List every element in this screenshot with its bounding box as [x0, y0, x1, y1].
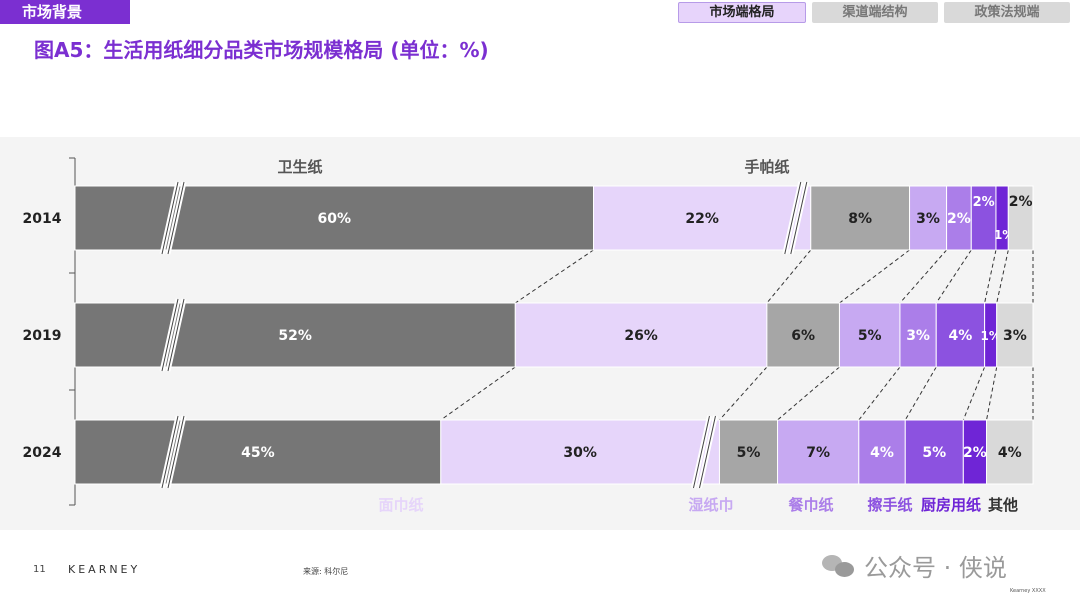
bar-segment — [810, 185, 911, 251]
series-label-bottom: 其他 — [988, 496, 1018, 514]
group-label-top: 手帕纸 — [744, 158, 789, 176]
series-label-bottom: 擦手纸 — [867, 496, 912, 514]
data-label: 3% — [906, 328, 930, 344]
data-label: 2% — [947, 211, 971, 227]
bar-segment — [996, 302, 1034, 368]
data-label: 26% — [624, 328, 658, 344]
tab-market[interactable]: 市场端格局 — [678, 2, 806, 23]
data-label: 6% — [791, 328, 815, 344]
axis-break-mark — [161, 181, 179, 255]
category-label: 2019 — [23, 328, 62, 344]
section-tag: 市场背景 — [0, 0, 130, 24]
axis-break-mark — [167, 181, 185, 255]
bar-segment — [766, 302, 840, 368]
source-note: 来源: 科尔尼 — [303, 567, 349, 576]
connector-line — [962, 366, 986, 421]
bar-segment — [440, 419, 720, 485]
bar-segment — [1007, 185, 1034, 251]
connector-line — [899, 249, 947, 304]
bar-segment — [838, 302, 901, 368]
data-label: 22% — [685, 211, 719, 227]
copyright: Kearney XXXX — [1010, 588, 1046, 594]
brand-logo: KEARNEY — [68, 563, 141, 576]
category-label: 2024 — [23, 445, 62, 461]
connector-line — [984, 249, 997, 304]
data-label: 8% — [848, 211, 872, 227]
connector-line — [935, 249, 972, 304]
watermark: 公众号 · 侠说 — [822, 548, 1007, 583]
data-label: 4% — [998, 445, 1022, 461]
data-label: 4% — [949, 328, 973, 344]
data-label: 52% — [278, 328, 312, 344]
group-label-top: 卫生纸 — [277, 158, 322, 176]
axis-break-mark — [161, 298, 179, 372]
connector-line — [777, 366, 840, 421]
connector-line — [904, 366, 937, 421]
wechat-icon — [822, 553, 856, 579]
axis-break-mark — [698, 415, 716, 489]
bar-segment — [74, 185, 595, 251]
watermark-text: 公众号 · 侠说 — [864, 554, 1007, 582]
bar-segment — [718, 419, 779, 485]
bar-segment — [946, 185, 972, 251]
series-label-bottom: 面巾纸 — [378, 496, 423, 514]
bar-segment — [593, 185, 812, 251]
data-label: 3% — [916, 211, 940, 227]
data-label: 2% — [1009, 194, 1033, 210]
data-label: 7% — [806, 445, 830, 461]
axis-break-mark — [167, 415, 185, 489]
data-label: 4% — [870, 445, 894, 461]
data-label: 1% — [980, 329, 1000, 343]
data-label: 5% — [922, 445, 946, 461]
bar-segment — [986, 419, 1034, 485]
bar-segment — [935, 302, 986, 368]
connector-line — [839, 249, 910, 304]
bar-segment — [74, 419, 442, 485]
series-label-bottom: 湿纸巾 — [688, 496, 733, 514]
axis-break-mark — [161, 415, 179, 489]
bar-segment — [777, 419, 860, 485]
connector-line — [766, 249, 812, 304]
axis-break-mark — [784, 181, 802, 255]
tab-channel[interactable]: 渠道端结构 — [812, 2, 938, 23]
connector-line — [858, 366, 901, 421]
connector-line — [996, 249, 1009, 304]
data-label: 5% — [737, 445, 761, 461]
connector-line — [719, 366, 768, 421]
tab-policy[interactable]: 政策法规端 — [944, 2, 1070, 23]
data-label: 3% — [1003, 328, 1027, 344]
axis-break-mark — [790, 181, 808, 255]
top-tabs: 市场端格局 渠道端结构 政策法规端 — [678, 2, 1070, 23]
category-label: 2014 — [23, 211, 62, 227]
data-label: 2% — [963, 445, 987, 461]
page-number: 11 — [33, 564, 46, 575]
connector-line — [986, 366, 998, 421]
data-label: 2% — [973, 195, 995, 210]
page-title: 图A5：生活用纸细分品类市场规模格局 (单位：%) — [34, 38, 489, 62]
data-label: 45% — [241, 445, 275, 461]
bar-segment — [514, 302, 768, 368]
data-label: 5% — [858, 328, 882, 344]
data-label: 30% — [563, 445, 597, 461]
series-label-bottom: 厨房用纸 — [921, 496, 981, 514]
axis-break-mark — [167, 298, 185, 372]
data-label: 60% — [317, 211, 351, 227]
bar-segment — [74, 302, 516, 368]
axis-break-mark — [692, 415, 710, 489]
series-label-bottom: 餐巾纸 — [788, 496, 833, 514]
connector-line — [440, 366, 516, 421]
connector-line — [515, 249, 594, 304]
